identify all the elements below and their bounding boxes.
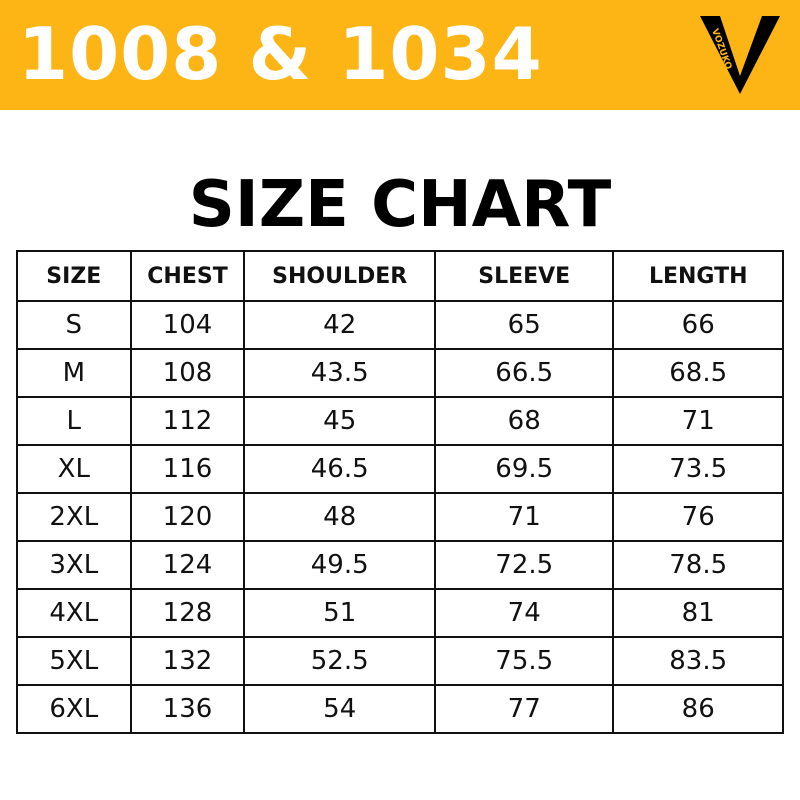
table-cell: 120: [129, 492, 246, 542]
table-cell: 2XL: [16, 492, 132, 542]
table-row: M 108 43.5 66.5 68.5: [16, 348, 784, 398]
table-row: S 104 42 65 66: [16, 300, 784, 350]
table-row: 4XL 128 51 74 81: [16, 588, 784, 638]
table-cell: 132: [129, 636, 246, 686]
table-cell: 75.5: [434, 636, 615, 686]
table-row: XL 116 46.5 69.5 73.5: [16, 444, 784, 494]
table-row: 6XL 136 54 77 86: [16, 684, 784, 734]
table-cell: 69.5: [434, 444, 615, 494]
table-cell: 77: [434, 684, 615, 734]
table-cell: 74: [434, 588, 615, 638]
table-cell: L: [16, 396, 132, 446]
column-header: SHOULDER: [243, 250, 437, 302]
column-header: SLEEVE: [434, 250, 615, 302]
table-cell: 124: [129, 540, 246, 590]
table-cell: 78.5: [612, 540, 784, 590]
vozuko-logo: VOZUKO: [700, 16, 780, 94]
table-cell: 108: [129, 348, 246, 398]
page-title: SIZE CHART: [188, 168, 612, 242]
table-cell: 66.5: [434, 348, 615, 398]
table-cell: 42: [243, 300, 437, 350]
header-row: SIZE CHEST SHOULDER SLEEVE LENGTH: [16, 250, 784, 302]
table-cell: 51: [243, 588, 437, 638]
table-cell: 66: [612, 300, 784, 350]
table-cell: 86: [612, 684, 784, 734]
product-codes: 1008 & 1034: [18, 12, 543, 96]
table-cell: 76: [612, 492, 784, 542]
column-header: LENGTH: [612, 250, 784, 302]
table-cell: XL: [16, 444, 132, 494]
column-header: CHEST: [129, 250, 246, 302]
table-cell: 73.5: [612, 444, 784, 494]
table-cell: 48: [243, 492, 437, 542]
table-cell: 81: [612, 588, 784, 638]
table-cell: 71: [612, 396, 784, 446]
table-row: L 112 45 68 71: [16, 396, 784, 446]
column-header: SIZE: [16, 250, 132, 302]
table-row: 5XL 132 52.5 75.5 83.5: [16, 636, 784, 686]
table-cell: 65: [434, 300, 615, 350]
table-cell: 128: [129, 588, 246, 638]
table-cell: 49.5: [243, 540, 437, 590]
table-cell: M: [16, 348, 132, 398]
table-cell: 83.5: [612, 636, 784, 686]
table-row: 2XL 120 48 71 76: [16, 492, 784, 542]
table-cell: 46.5: [243, 444, 437, 494]
size-chart-table: SIZE CHEST SHOULDER SLEEVE LENGTH S 104 42 65 66…: [16, 250, 784, 734]
table-cell: 68.5: [612, 348, 784, 398]
table-cell: 54: [243, 684, 437, 734]
table-cell: 136: [129, 684, 246, 734]
table-cell: 72.5: [434, 540, 615, 590]
table-cell: 71: [434, 492, 615, 542]
table-cell: 6XL: [16, 684, 132, 734]
table-cell: 43.5: [243, 348, 437, 398]
table-cell: 4XL: [16, 588, 132, 638]
table-cell: 52.5: [243, 636, 437, 686]
table-cell: 116: [129, 444, 246, 494]
table-cell: 5XL: [16, 636, 132, 686]
header-banner: 1008 & 1034 VOZUKO: [0, 0, 800, 110]
table-cell: 104: [129, 300, 246, 350]
table-cell: 3XL: [16, 540, 132, 590]
table-cell: 45: [243, 396, 437, 446]
table-cell: 112: [129, 396, 246, 446]
table-cell: S: [16, 300, 132, 350]
table-row: 3XL 124 49.5 72.5 78.5: [16, 540, 784, 590]
table-cell: 68: [434, 396, 615, 446]
